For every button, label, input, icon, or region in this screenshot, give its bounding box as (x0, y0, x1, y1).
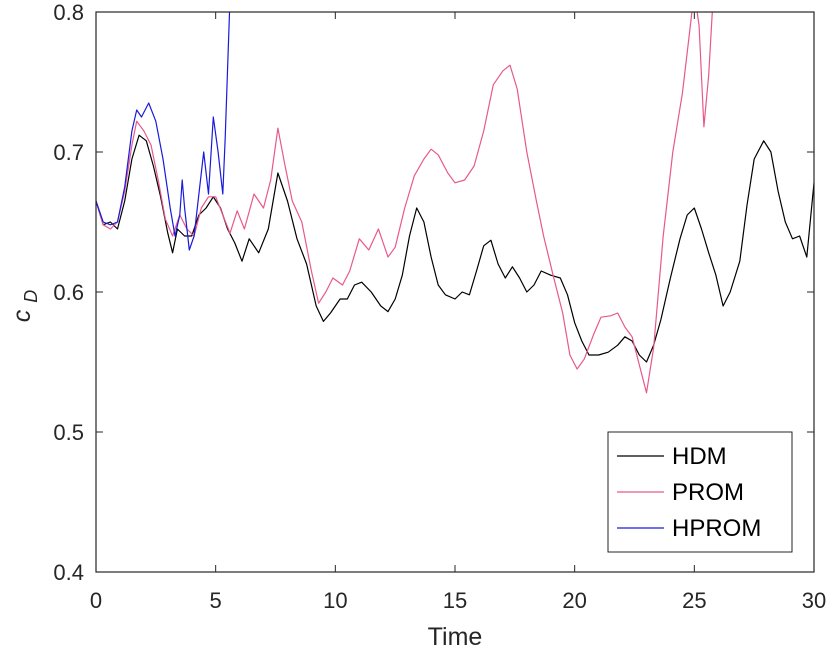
series-lines (96, 12, 814, 394)
series-line-hdm (96, 134, 814, 363)
x-axis-ticks: 0 5 10 15 20 25 30 (90, 12, 826, 613)
x-tick-label: 5 (210, 588, 222, 613)
legend-label-prom: PROM (672, 479, 744, 506)
series-line-hprom (96, 12, 231, 251)
legend: HDM PROM HPROM (607, 431, 793, 553)
y-tick-label: 0.4 (53, 560, 84, 585)
y-tick-label: 0.6 (53, 280, 84, 305)
y-tick-label: 0.5 (53, 420, 84, 445)
series-line-prom (96, 12, 713, 394)
x-tick-label: 25 (682, 588, 706, 613)
y-tick-label: 0.7 (53, 140, 84, 165)
legend-label-hprom: HPROM (672, 515, 761, 542)
x-tick-label: 15 (443, 588, 467, 613)
x-axis-title: Time (428, 623, 483, 650)
y-axis-title: c D (8, 290, 41, 322)
x-tick-label: 10 (323, 588, 347, 613)
x-tick-label: 30 (802, 588, 826, 613)
x-tick-label: 0 (90, 588, 102, 613)
y-tick-label: 0.8 (53, 0, 84, 25)
svg-text:c D: c D (8, 290, 41, 322)
y-axis-title-subscript: D (21, 290, 41, 303)
legend-label-hdm: HDM (672, 443, 727, 470)
y-axis-ticks: 0.4 0.5 0.6 0.7 0.8 (53, 0, 814, 585)
y-axis-title-main: c (8, 309, 36, 322)
x-tick-label: 20 (562, 588, 586, 613)
